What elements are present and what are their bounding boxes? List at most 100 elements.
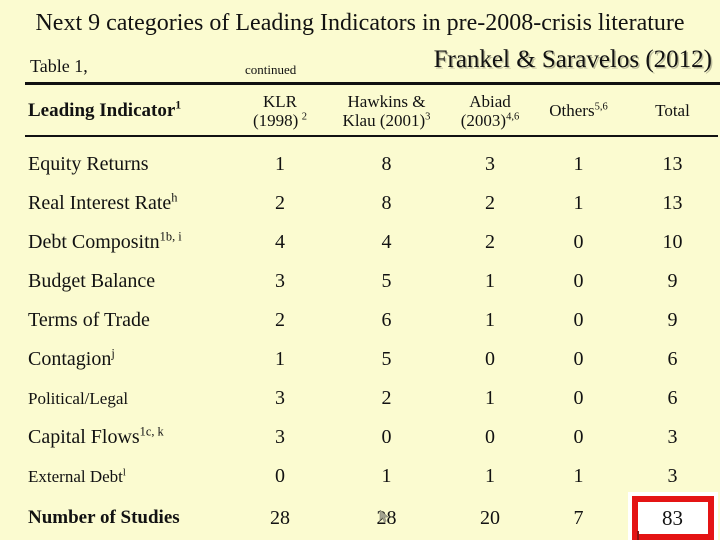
row-label-text: Terms of Trade	[28, 309, 150, 331]
table-row-political-legal: Political/Legal 3 2 1 0 6	[25, 379, 720, 418]
cell-abiad: 0	[485, 426, 495, 448]
table-row-real-interest-rate: Real Interest Rateh 2 8 2 1 13	[25, 184, 720, 223]
table-body: Equity Returns 1 8 3 1 13 Real Interest …	[25, 145, 720, 540]
header-abiad-sup: 4,6	[506, 111, 520, 123]
row-label: Number of Studies	[25, 507, 235, 529]
row-label-text: Equity Returns	[28, 153, 149, 175]
table-label: Table 1,	[30, 56, 88, 76]
header-klr-sup: 2	[301, 111, 307, 123]
header-hawkins-klau: Hawkins & Klau (2001)3	[325, 92, 448, 130]
cell-total: 13	[662, 153, 683, 175]
cell-total: 3	[667, 426, 678, 448]
slide-title: Next 9 categories of Leading Indicators …	[35, 10, 685, 36]
row-label-sup: l	[122, 466, 126, 478]
row-label-text: Capital Flows	[28, 426, 140, 448]
row-label: Contagionj	[25, 347, 235, 371]
cell-total: 13	[662, 192, 683, 214]
header-hawkins-sup: 3	[425, 111, 431, 123]
cell-hawkins: 6	[381, 309, 392, 331]
cell-abiad: 1	[485, 309, 495, 331]
highlight-box-total: 83	[627, 492, 718, 540]
cell-hawkins: 8	[381, 153, 392, 175]
header-abiad-line2: (2003)	[460, 111, 507, 130]
cell-hawkins: 5	[381, 270, 392, 292]
cell-total: 9	[667, 309, 678, 331]
table-row-external-debt: External Debtl 0 1 1 1 3	[25, 457, 720, 496]
cell-hawkins: 8	[381, 192, 392, 214]
table-row-debt-compositn: Debt Compositn1b, i 4 4 2 0 10	[25, 223, 720, 262]
header-hawkins-line2: Klau (2001)	[342, 111, 426, 130]
cell-klr: 3	[275, 387, 285, 409]
cell-hawkins: 5	[381, 348, 392, 370]
row-label-text: Budget Balance	[28, 270, 156, 292]
table-row-budget-balance: Budget Balance 3 5 1 0 9	[25, 262, 720, 301]
header-klr: KLR (1998) 2	[235, 92, 325, 130]
cell-abiad: 3	[485, 153, 495, 175]
cell-others: 1	[573, 153, 584, 175]
cell-abiad: 2	[485, 231, 495, 253]
table-row-contagion: Contagionj 1 5 0 0 6	[25, 340, 720, 379]
cell-klr: 3	[275, 426, 285, 448]
row-label: External Debtl	[25, 467, 235, 487]
cell-abiad: 20	[480, 506, 500, 529]
header-rule	[25, 135, 718, 137]
header-leading-sup: 1	[175, 99, 182, 113]
table-row-capital-flows: Capital Flows1c, k 3 0 0 0 3	[25, 418, 720, 457]
highlight-box-tail-line	[637, 531, 639, 540]
header-total: Total	[625, 101, 720, 120]
header-leading-indicator: Leading Indicator1	[25, 99, 235, 122]
cell-klr: 2	[275, 192, 285, 214]
row-label: Debt Compositn1b, i	[25, 230, 235, 254]
header-abiad: Abiad (2003)4,6	[448, 92, 532, 130]
cell-total: 6	[667, 387, 678, 409]
cell-klr: 2	[275, 309, 285, 331]
cell-hawkins: 0	[381, 426, 392, 448]
cell-total: 9	[667, 270, 678, 292]
row-label-sup: 1c, k	[139, 424, 164, 439]
header-others-text: Others	[549, 101, 595, 121]
row-label-text: Contagion	[28, 348, 112, 370]
cell-others: 1	[573, 192, 584, 214]
cell-others: 0	[573, 231, 584, 253]
header-others-sup: 5,6	[594, 101, 608, 113]
header-leading-text: Leading Indicator	[28, 100, 176, 122]
cell-abiad: 2	[485, 192, 495, 214]
mouse-cursor-icon	[379, 510, 389, 523]
table-row-equity-returns: Equity Returns 1 8 3 1 13	[25, 145, 720, 184]
row-label: Budget Balance	[25, 270, 235, 293]
cell-abiad: 0	[485, 348, 495, 370]
cell-total: 3	[667, 465, 678, 487]
cell-klr: 4	[275, 231, 285, 253]
cell-total: 6	[667, 348, 678, 370]
row-label: Terms of Trade	[25, 309, 235, 332]
row-label-text: External Debt	[28, 466, 123, 486]
header-others: Others5,6	[532, 101, 625, 120]
cell-others: 7	[573, 506, 584, 529]
row-label-sup: h	[171, 190, 178, 205]
cell-hawkins: 2	[381, 387, 392, 409]
cell-total: 83	[625, 492, 720, 540]
cell-total: 10	[662, 231, 683, 253]
row-label: Equity Returns	[25, 153, 235, 176]
header-klr-line2: (1998)	[253, 111, 299, 130]
cell-hawkins: 4	[381, 231, 392, 253]
header-klr-line1: KLR	[263, 91, 297, 111]
cell-klr: 1	[275, 153, 285, 175]
header-abiad-line1: Abiad	[469, 91, 511, 111]
cell-hawkins: 1	[381, 465, 392, 487]
header-hawkins-line1: Hawkins &	[347, 91, 426, 111]
top-rule	[25, 82, 720, 85]
cell-others: 0	[573, 270, 584, 292]
row-label: Real Interest Rateh	[25, 190, 235, 215]
cell-klr: 0	[275, 465, 285, 487]
continued-label: continued	[245, 62, 297, 77]
header-total-text: Total	[655, 101, 690, 121]
source-citation: Frankel & Saravelos (2012)	[433, 46, 712, 73]
row-label: Political/Legal	[25, 389, 235, 409]
table-header-row: Leading Indicator1 KLR (1998) 2 Hawkins &…	[25, 88, 720, 134]
cell-others: 0	[573, 426, 584, 448]
cell-klr: 3	[275, 270, 285, 292]
cell-others: 0	[573, 309, 584, 331]
row-label-text: Political/Legal	[28, 388, 129, 408]
